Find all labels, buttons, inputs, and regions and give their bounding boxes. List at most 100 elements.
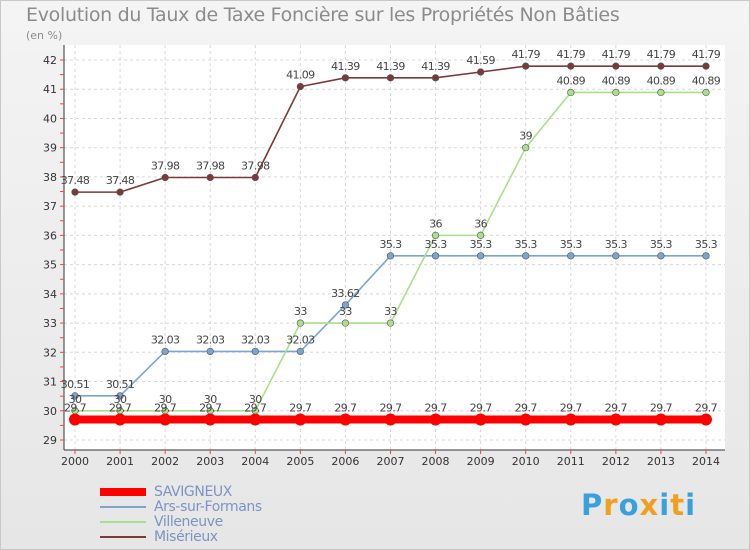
y-tick-label: 38: [43, 171, 57, 184]
legend-swatch: [100, 536, 146, 538]
data-label: 41.79: [602, 48, 631, 61]
y-tick-label: 30: [43, 405, 57, 418]
data-point: [204, 413, 217, 426]
x-tick-label: 2008: [422, 455, 450, 468]
legend-item: Misérieux: [100, 529, 218, 545]
proxiti-logo: Proxiti: [581, 488, 696, 522]
y-tick-label: 42: [43, 54, 57, 67]
x-tick-label: 2000: [61, 455, 89, 468]
data-label: 37.48: [61, 174, 90, 187]
logo-letter: i: [659, 488, 671, 522]
data-label: 41.79: [692, 48, 721, 61]
data-point: [116, 392, 124, 400]
x-tick-label: 2014: [692, 455, 720, 468]
data-point: [612, 252, 620, 260]
legend-swatch: [100, 488, 146, 496]
x-tick-label: 2010: [512, 455, 540, 468]
data-label: 29.7: [154, 402, 177, 415]
data-point: [206, 347, 214, 356]
logo-letter: P: [581, 488, 604, 522]
data-point: [341, 301, 350, 309]
data-point: [564, 413, 577, 426]
data-label: 41.39: [421, 60, 450, 73]
data-label: 33: [384, 305, 397, 318]
x-tick-label: 2006: [331, 455, 359, 468]
data-point: [251, 347, 259, 356]
data-label: 30: [204, 393, 217, 406]
data-label: 32.03: [241, 333, 270, 346]
data-point: [116, 188, 124, 196]
data-label: 33: [294, 305, 307, 318]
logo-letter: x: [639, 488, 660, 522]
data-label: 29.7: [650, 402, 673, 415]
logo-letter: r: [603, 488, 619, 522]
data-label: 33: [339, 305, 352, 318]
data-point: [249, 413, 262, 426]
y-tick-label: 39: [43, 142, 57, 155]
legend-item: Villeneuve: [100, 514, 223, 530]
y-tick-label: 33: [43, 317, 57, 330]
data-point: [612, 88, 620, 97]
data-label: 29.7: [289, 402, 312, 415]
x-tick-label: 2001: [106, 455, 134, 468]
data-label: 41.79: [557, 48, 586, 61]
data-label: 41.39: [331, 60, 360, 73]
data-point: [71, 188, 79, 196]
logo-letter: o: [618, 488, 640, 522]
data-point: [341, 319, 350, 327]
x-tick-label: 2007: [376, 455, 404, 468]
data-label: 35.3: [695, 238, 718, 251]
data-point: [296, 347, 304, 356]
x-tick-label: 2002: [151, 455, 179, 468]
data-point: [477, 252, 485, 260]
data-label: 41.09: [286, 69, 315, 82]
data-label: 39: [519, 130, 532, 143]
data-label: 36: [474, 217, 487, 230]
data-label: 30: [114, 393, 127, 406]
data-point: [386, 319, 395, 327]
data-point: [522, 144, 530, 152]
data-point: [431, 252, 440, 260]
data-label: 29.7: [379, 402, 402, 415]
data-label: 29.7: [695, 402, 718, 415]
legend-label: Misérieux: [154, 529, 218, 545]
data-label: 35.3: [515, 238, 538, 251]
data-label: 29.7: [334, 402, 357, 415]
logo-letter: i: [685, 488, 697, 522]
data-label: 40.89: [602, 74, 631, 87]
legend-item: Ars-sur-Formans: [100, 499, 262, 515]
data-label: 40.89: [557, 74, 586, 87]
data-label: 30: [159, 393, 172, 406]
y-axis-unit-label: (en %): [26, 29, 63, 42]
data-point: [699, 413, 712, 426]
data-point: [702, 62, 710, 70]
x-tick-label: 2013: [647, 455, 675, 468]
x-tick-label: 2003: [196, 455, 224, 468]
data-point: [522, 62, 530, 70]
data-point: [612, 62, 620, 70]
data-label: 29.7: [64, 402, 87, 415]
chart-title: Evolution du Taux de Taxe Foncière sur l…: [26, 4, 620, 26]
data-point: [386, 74, 395, 82]
data-label: 41.59: [466, 54, 495, 67]
data-point: [477, 68, 485, 76]
data-point: [386, 252, 395, 260]
y-tick-label: 32: [43, 346, 57, 359]
data-point: [431, 231, 440, 239]
y-tick-label: 31: [43, 376, 57, 389]
data-point: [567, 62, 575, 70]
legend-label: SAVIGNEUX: [154, 484, 232, 500]
data-label: 37.98: [241, 160, 270, 173]
data-label: 36: [429, 217, 442, 230]
data-label: 35.3: [560, 238, 583, 251]
data-point: [159, 413, 172, 426]
legend-label: Villeneuve: [154, 514, 223, 530]
data-point: [294, 413, 307, 426]
data-point: [384, 413, 397, 426]
data-label: 37.98: [196, 160, 225, 173]
y-tick-label: 35: [43, 259, 57, 272]
data-label: 41.39: [376, 60, 405, 73]
y-tick-label: 37: [43, 200, 57, 213]
legend-swatch: [100, 521, 146, 523]
data-point: [339, 413, 352, 426]
